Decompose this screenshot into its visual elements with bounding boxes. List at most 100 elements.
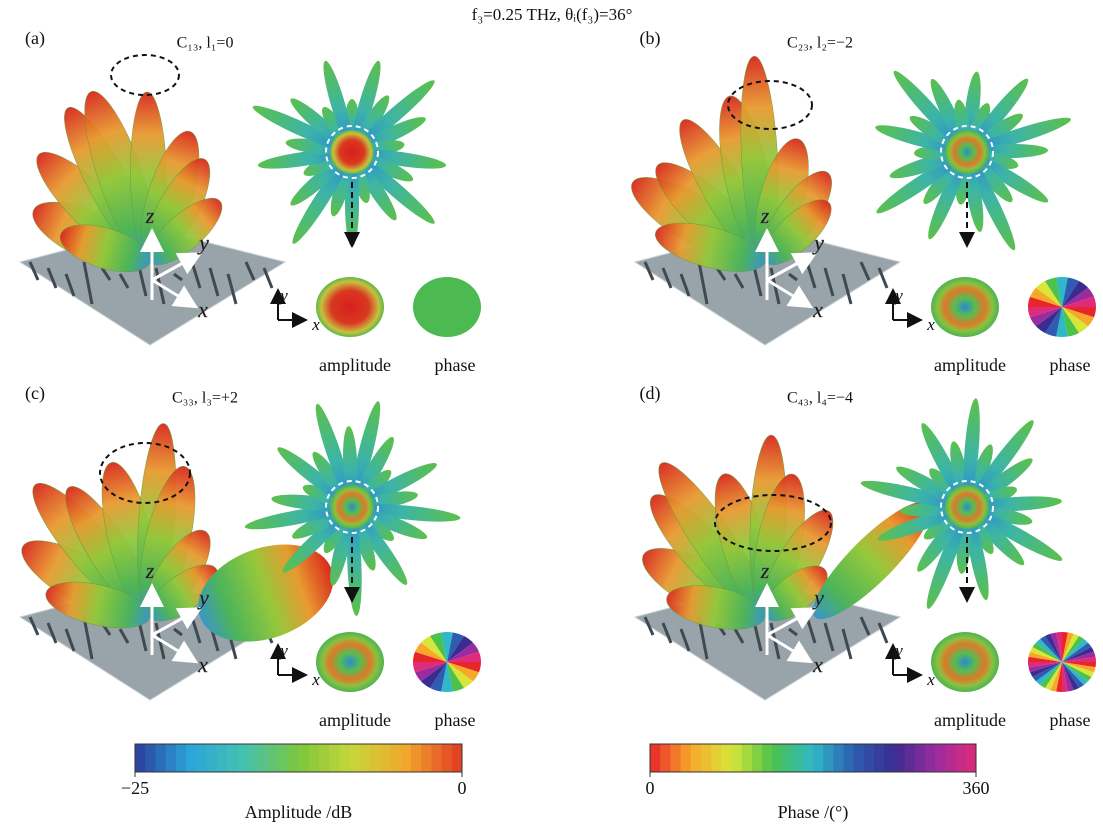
colorbar-segment xyxy=(207,744,218,772)
phase-label: phase xyxy=(435,710,476,730)
colorbar-segment xyxy=(752,744,763,772)
colorbar-segment xyxy=(691,744,702,772)
amplitude-label: amplitude xyxy=(934,710,1006,730)
inset-axis-label: y xyxy=(278,286,288,305)
colorbar-title: Phase /(°) xyxy=(778,802,849,823)
panel-label: (d) xyxy=(640,383,661,404)
axis-label: y xyxy=(197,230,209,255)
panel-title: C₂₃, l₂=−2 xyxy=(787,35,853,52)
panel: (b)C₂₃, l₂=−2xyzyxamplitudephase xyxy=(620,28,1096,375)
panel: (c)C₃₃, l₃=+2xyzyxamplitudephase xyxy=(11,383,481,730)
colorbar-segment xyxy=(401,744,412,772)
phase-label: phase xyxy=(435,355,476,375)
colorbar-segment xyxy=(411,744,422,772)
colorbar-segment xyxy=(309,744,320,772)
colorbar-segment xyxy=(299,744,310,772)
colorbar-segment xyxy=(711,744,722,772)
colorbar-tick-label: 360 xyxy=(963,778,990,798)
panel-label: (c) xyxy=(25,383,45,404)
colorbar-segment xyxy=(452,744,463,772)
colorbar-segment xyxy=(421,744,432,772)
colorbar-segment xyxy=(803,744,814,772)
colorbar-segment xyxy=(935,744,946,772)
colorbar-tick-label: 0 xyxy=(458,778,467,798)
colorbar-segment xyxy=(721,744,732,772)
colorbar-segment xyxy=(442,744,453,772)
colorbar-segment xyxy=(258,744,269,772)
colorbar-segment xyxy=(390,744,401,772)
axis-label: z xyxy=(145,203,155,228)
colorbar-segment xyxy=(370,744,381,772)
axis-label: y xyxy=(812,585,824,610)
amplitude-label: amplitude xyxy=(319,355,391,375)
axis-label: z xyxy=(760,558,770,583)
axis-label: x xyxy=(197,652,208,677)
colorbar-segment xyxy=(237,744,248,772)
panel-title: C₁₃, l₁=0 xyxy=(177,35,234,52)
panel-title: C₄₃, l₄=−4 xyxy=(787,390,853,407)
colorbar-segment xyxy=(166,744,177,772)
colorbar-segment xyxy=(650,744,661,772)
colorbar-segment xyxy=(732,744,743,772)
phase-label: phase xyxy=(1050,710,1091,730)
colorbar-segment xyxy=(350,744,361,772)
amplitude-pattern xyxy=(316,632,384,692)
colorbar-segment xyxy=(701,744,712,772)
colorbar-segment xyxy=(772,744,783,772)
colorbar-segment xyxy=(813,744,824,772)
colorbar-segment xyxy=(884,744,895,772)
figure: f₃=0.25 THz, θᵢ(f₃)=36° (a) C₁₃, l₁=0 x y z y… xyxy=(0,0,1103,828)
top-view-core xyxy=(330,130,374,174)
colorbar-segment xyxy=(956,744,967,772)
colorbar-segment xyxy=(339,744,350,772)
colorbar-segment xyxy=(793,744,804,772)
colorbar-tick-label: −25 xyxy=(121,778,149,798)
top-view-core xyxy=(945,130,989,174)
amplitude-pattern xyxy=(931,277,999,337)
colorbar-segment xyxy=(854,744,865,772)
axis-label: z xyxy=(145,558,155,583)
colorbar-tick-label: 0 xyxy=(646,778,655,798)
colorbar-segment xyxy=(227,744,238,772)
panel: (d)C₄₃, l₄=−4xyzyxamplitudephase xyxy=(632,383,1096,730)
colorbar-segment xyxy=(360,744,371,772)
colorbar-segment xyxy=(135,744,146,772)
panel-label: (b) xyxy=(640,28,661,49)
amplitude-pattern xyxy=(931,632,999,692)
colorbar-segment xyxy=(966,744,977,772)
colorbar-segment xyxy=(247,744,258,772)
colorbar-segment xyxy=(196,744,207,772)
colorbar-segment xyxy=(915,744,926,772)
inset-axis-label: y xyxy=(893,641,903,660)
inset-axis-label: y xyxy=(893,286,903,305)
colorbar-segment xyxy=(823,744,834,772)
inset-axis-label: y xyxy=(278,641,288,660)
colorbar-segment xyxy=(925,744,936,772)
figure-title: f₃=0.25 THz, θᵢ(f₃)=36° xyxy=(472,5,633,24)
colorbar-segment xyxy=(431,744,442,772)
axis-label: x xyxy=(812,297,823,322)
colorbar-segment xyxy=(186,744,197,772)
colorbar-segment xyxy=(329,744,340,772)
colorbar-segment xyxy=(217,744,228,772)
colorbar-segment xyxy=(288,744,299,772)
axis-label: y xyxy=(812,230,824,255)
colorbar-segment xyxy=(278,744,289,772)
axis-label: x xyxy=(812,652,823,677)
amplitude-label: amplitude xyxy=(319,710,391,730)
oam-beam-marker xyxy=(111,55,179,95)
colorbar-segment xyxy=(762,744,773,772)
panel-label: (a) xyxy=(25,28,45,49)
amplitude-label: amplitude xyxy=(934,355,1006,375)
top-view-core xyxy=(330,485,374,529)
colorbar-segment xyxy=(380,744,391,772)
colorbar-segment xyxy=(833,744,844,772)
top-view-core xyxy=(945,485,989,529)
axis-label: y xyxy=(197,585,209,610)
colorbar-segment xyxy=(895,744,906,772)
colorbar-segment xyxy=(782,744,793,772)
axis-label: z xyxy=(760,203,770,228)
colorbar-segment xyxy=(844,744,855,772)
colorbar-segment xyxy=(319,744,330,772)
